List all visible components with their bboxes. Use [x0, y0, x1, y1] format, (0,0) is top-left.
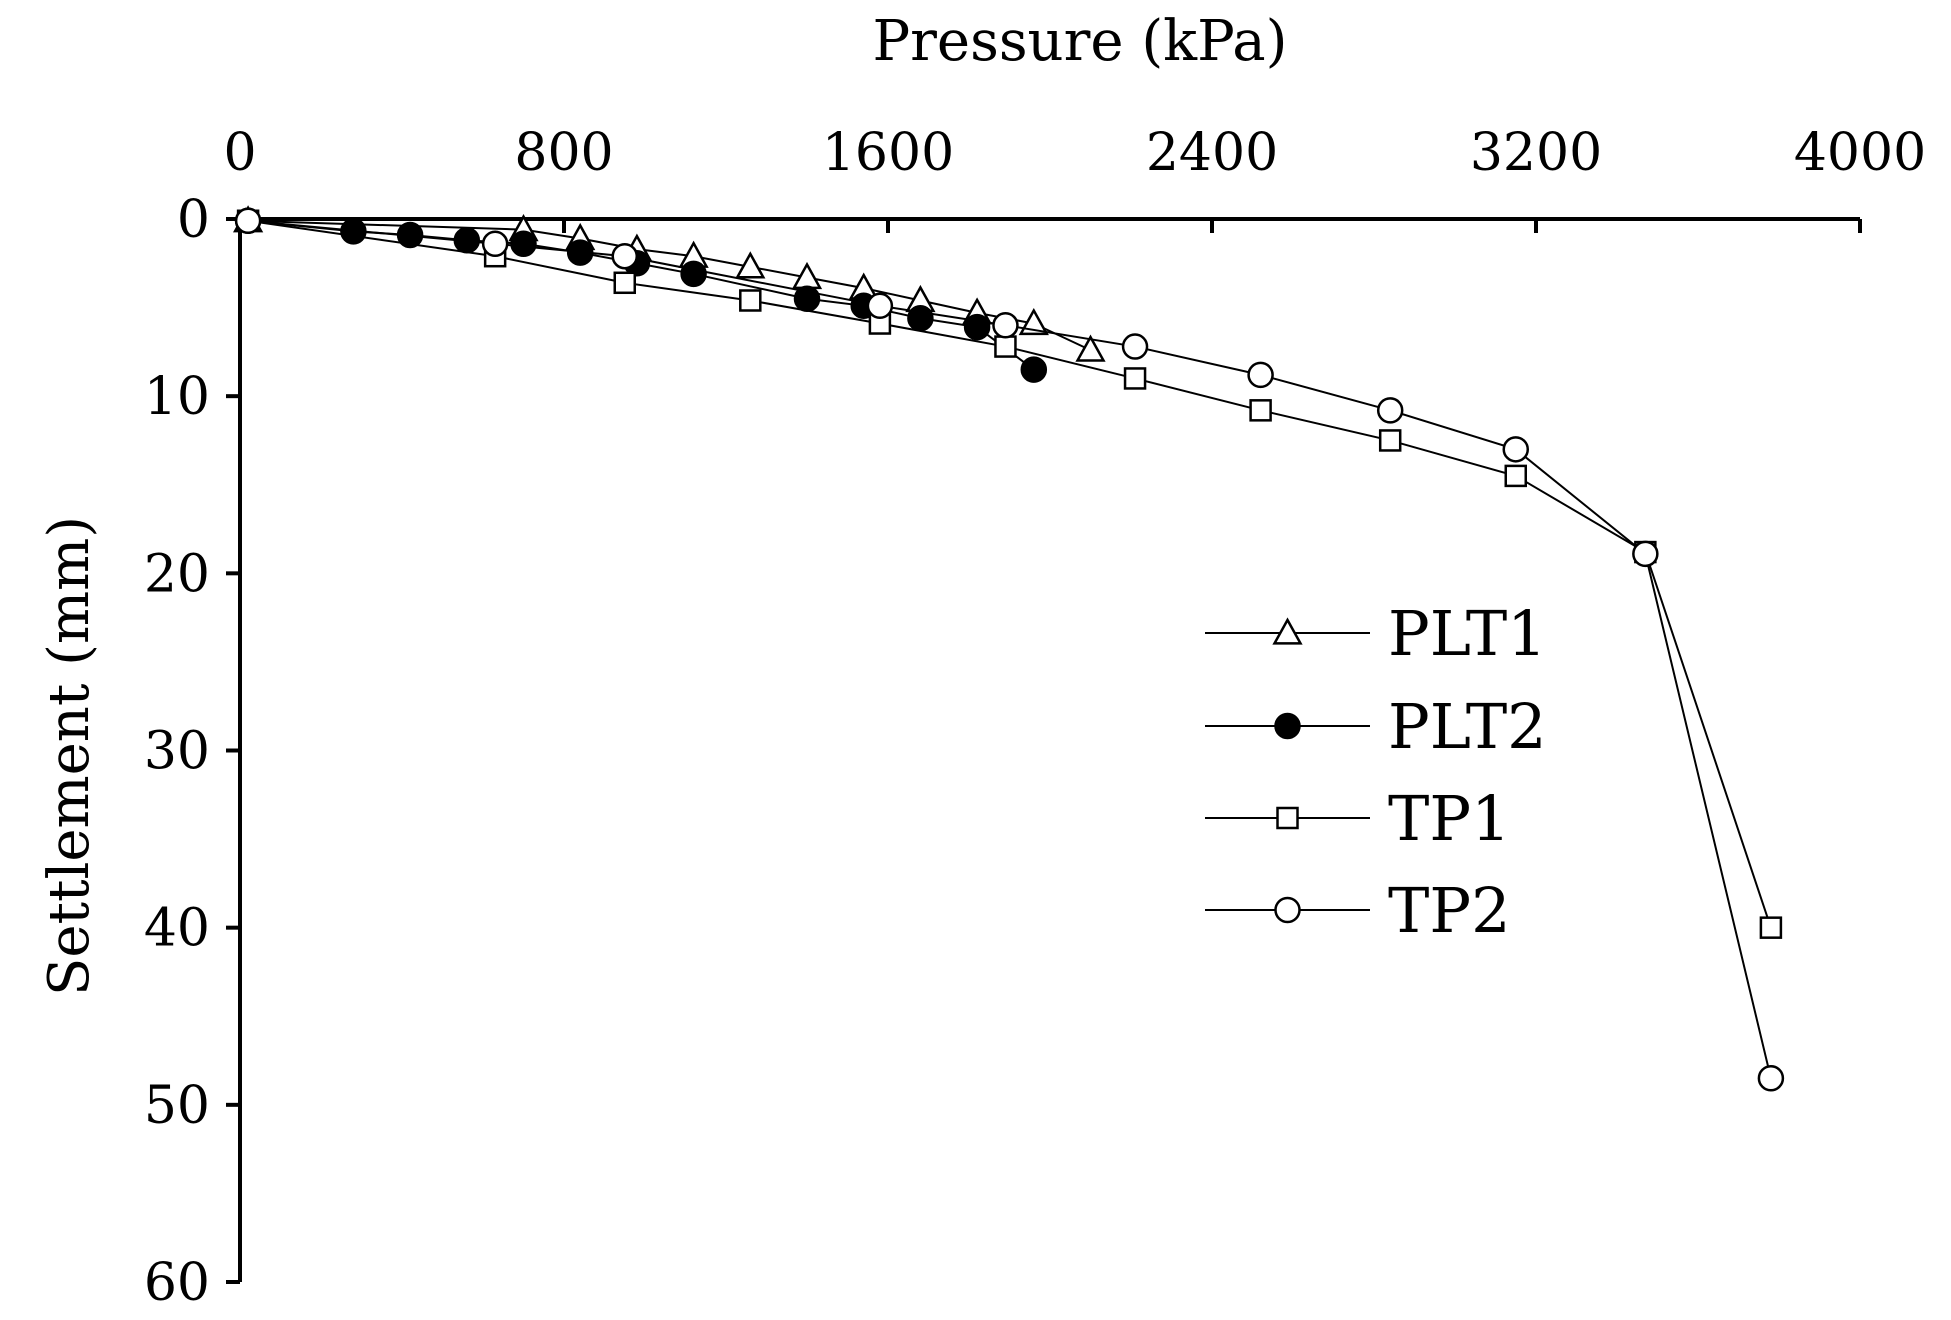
legend-label-tp2: TP2: [1388, 874, 1511, 947]
series-tp2: [234, 207, 1785, 1092]
data-point-tp2: [1247, 361, 1274, 389]
x-tick-label: 1600: [822, 123, 954, 183]
legend-entry-plt1: PLT1: [1205, 597, 1547, 670]
data-point-tp2: [1121, 333, 1149, 360]
y-tick-label: 40: [144, 899, 210, 959]
data-point-tp1: [1123, 367, 1147, 390]
data-point-tp2: [1502, 436, 1529, 463]
legend: PLT1 PLT2 TP1 TP2: [1205, 597, 1547, 947]
data-point-tp2: [611, 242, 638, 270]
data-point-plt1: [735, 251, 766, 279]
legend-marker-tp2: [1274, 896, 1301, 924]
legend-entry-plt2: PLT2: [1205, 690, 1547, 763]
y-axis-title: Settlement (mm): [37, 516, 102, 996]
x-tick-label: 0: [223, 123, 256, 183]
legend-entry-tp2: TP2: [1205, 874, 1511, 947]
data-point-tp1: [739, 289, 762, 312]
data-point-tp1: [1759, 916, 1783, 939]
data-point-plt2: [510, 230, 537, 258]
legend-marker-plt1: [1272, 617, 1303, 645]
data-point-plt2: [1020, 356, 1048, 383]
y-tick-label: 50: [144, 1076, 210, 1136]
data-point-tp1: [994, 335, 1017, 358]
y-tick-label: 10: [144, 367, 210, 427]
x-tick-label: 4000: [1794, 123, 1926, 183]
series-line-plt1: [248, 219, 1091, 352]
data-point-tp2: [866, 292, 894, 320]
y-tick-label: 30: [144, 722, 210, 782]
data-point-tp2: [1376, 397, 1404, 424]
y-tick-label: 20: [144, 544, 210, 604]
x-axis-title: Pressure (kPa): [872, 9, 1287, 74]
series-line-tp1: [247, 219, 1772, 928]
data-point-plt1: [1075, 334, 1106, 362]
plot-area: [232, 205, 1785, 1092]
data-point-tp2: [992, 312, 1019, 339]
data-point-tp2: [1632, 540, 1659, 568]
data-point-tp1: [1249, 399, 1272, 422]
x-tick-label: 3200: [1470, 123, 1602, 183]
legend-marker-plt2: [1274, 712, 1301, 740]
data-point-tp2: [481, 230, 509, 258]
legend-marker-tp1: [1276, 806, 1299, 830]
y-tick-label: 0: [177, 190, 210, 250]
data-point-plt2: [680, 260, 707, 288]
data-point-tp2: [234, 207, 262, 235]
legend-label-tp1: TP1: [1388, 782, 1511, 855]
data-point-tp1: [613, 271, 636, 295]
data-point-tp1: [1378, 429, 1402, 452]
data-point-tp1: [1504, 464, 1527, 488]
data-point-tp2: [1757, 1065, 1785, 1092]
legend-label-plt2: PLT2: [1388, 690, 1547, 763]
legend-label-plt1: PLT1: [1388, 597, 1547, 670]
axes: 0 800 1600 2400 3200 4000 0 10 20 30 40 50 60: [144, 123, 1926, 1313]
x-tick-label: 800: [514, 123, 613, 183]
legend-entry-tp1: TP1: [1205, 782, 1511, 855]
y-tick-label: 60: [144, 1253, 210, 1313]
x-tick-label: 2400: [1146, 123, 1278, 183]
